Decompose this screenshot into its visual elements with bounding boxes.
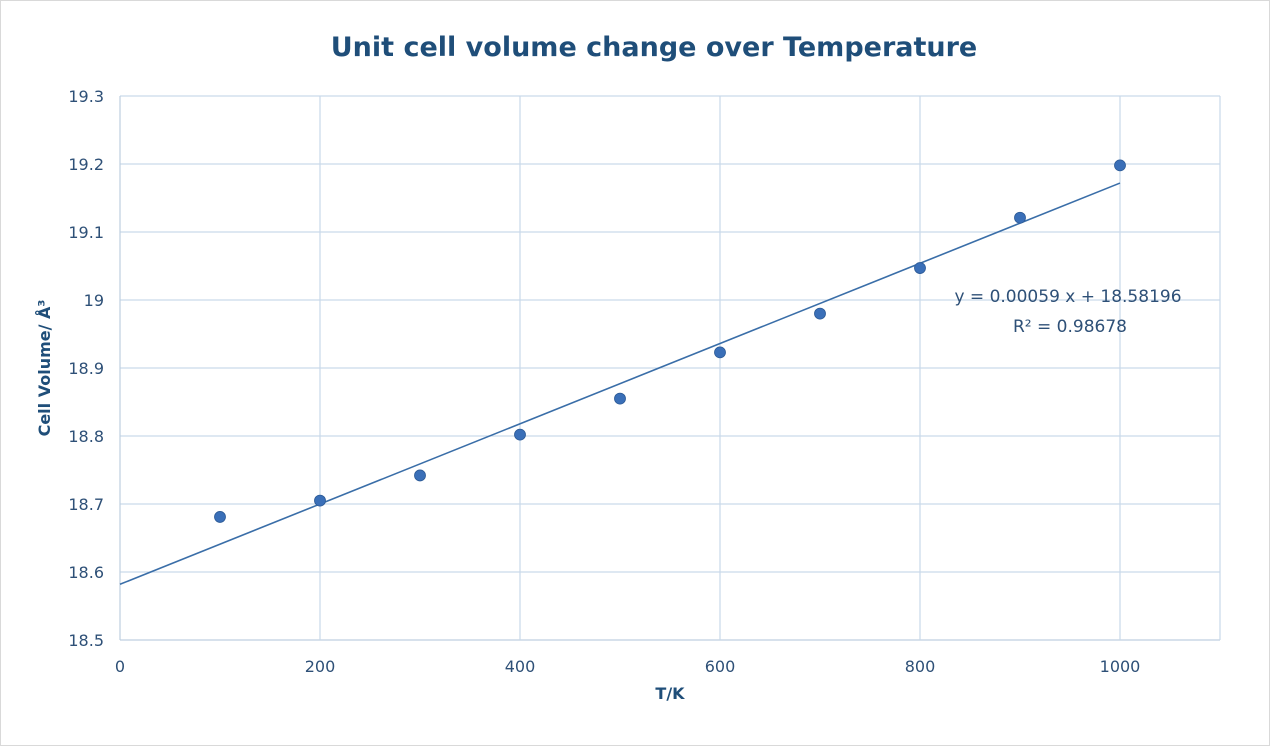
x-tick-label: 800 [905, 657, 936, 676]
tick-layer: 18.5 18.6 18.7 18.8 18.9 19 19.1 19.2 19.3 0 200 40… [68, 87, 1140, 676]
data-point [614, 392, 626, 405]
data-point [514, 428, 526, 441]
x-tick-label: 0 [115, 657, 125, 676]
x-axis-title: T/K [655, 684, 685, 703]
y-tick-label: 18.8 [68, 427, 104, 446]
chart-title: Unit cell volume change over Temperature [331, 32, 978, 63]
data-point [1014, 211, 1026, 224]
trend-layer [119, 182, 1121, 586]
y-tick-label: 19.2 [68, 155, 104, 174]
x-tick-label: 1000 [1100, 657, 1141, 676]
y-tick-label: 18.5 [68, 631, 104, 650]
data-point [814, 307, 826, 320]
data-point [914, 262, 926, 274]
y-tick-label: 18.7 [68, 495, 104, 514]
data-point [414, 469, 426, 482]
trendline-equation: y = 0.00059 x + 18.58196 [954, 287, 1181, 307]
y-tick-label: 18.9 [68, 359, 104, 378]
y-tick-label: 19 [84, 291, 104, 310]
y-tick-label: 19.1 [68, 223, 104, 242]
data-point [214, 511, 226, 523]
point-layer [214, 159, 1126, 523]
data-point [714, 346, 726, 359]
x-tick-label: 400 [505, 657, 536, 676]
y-tick-label: 19.3 [68, 87, 104, 106]
y-tick-label: 18.6 [68, 563, 104, 582]
grid-layer [119, 95, 1221, 641]
x-tick-label: 600 [705, 657, 736, 676]
y-axis-title: Cell Volume/ Å³ [35, 300, 54, 437]
data-point [1114, 159, 1126, 172]
linear-trendline [119, 182, 1121, 586]
x-tick-label: 200 [305, 657, 336, 676]
trendline-r-squared: R² = 0.98678 [1013, 317, 1127, 337]
data-point [314, 494, 326, 507]
